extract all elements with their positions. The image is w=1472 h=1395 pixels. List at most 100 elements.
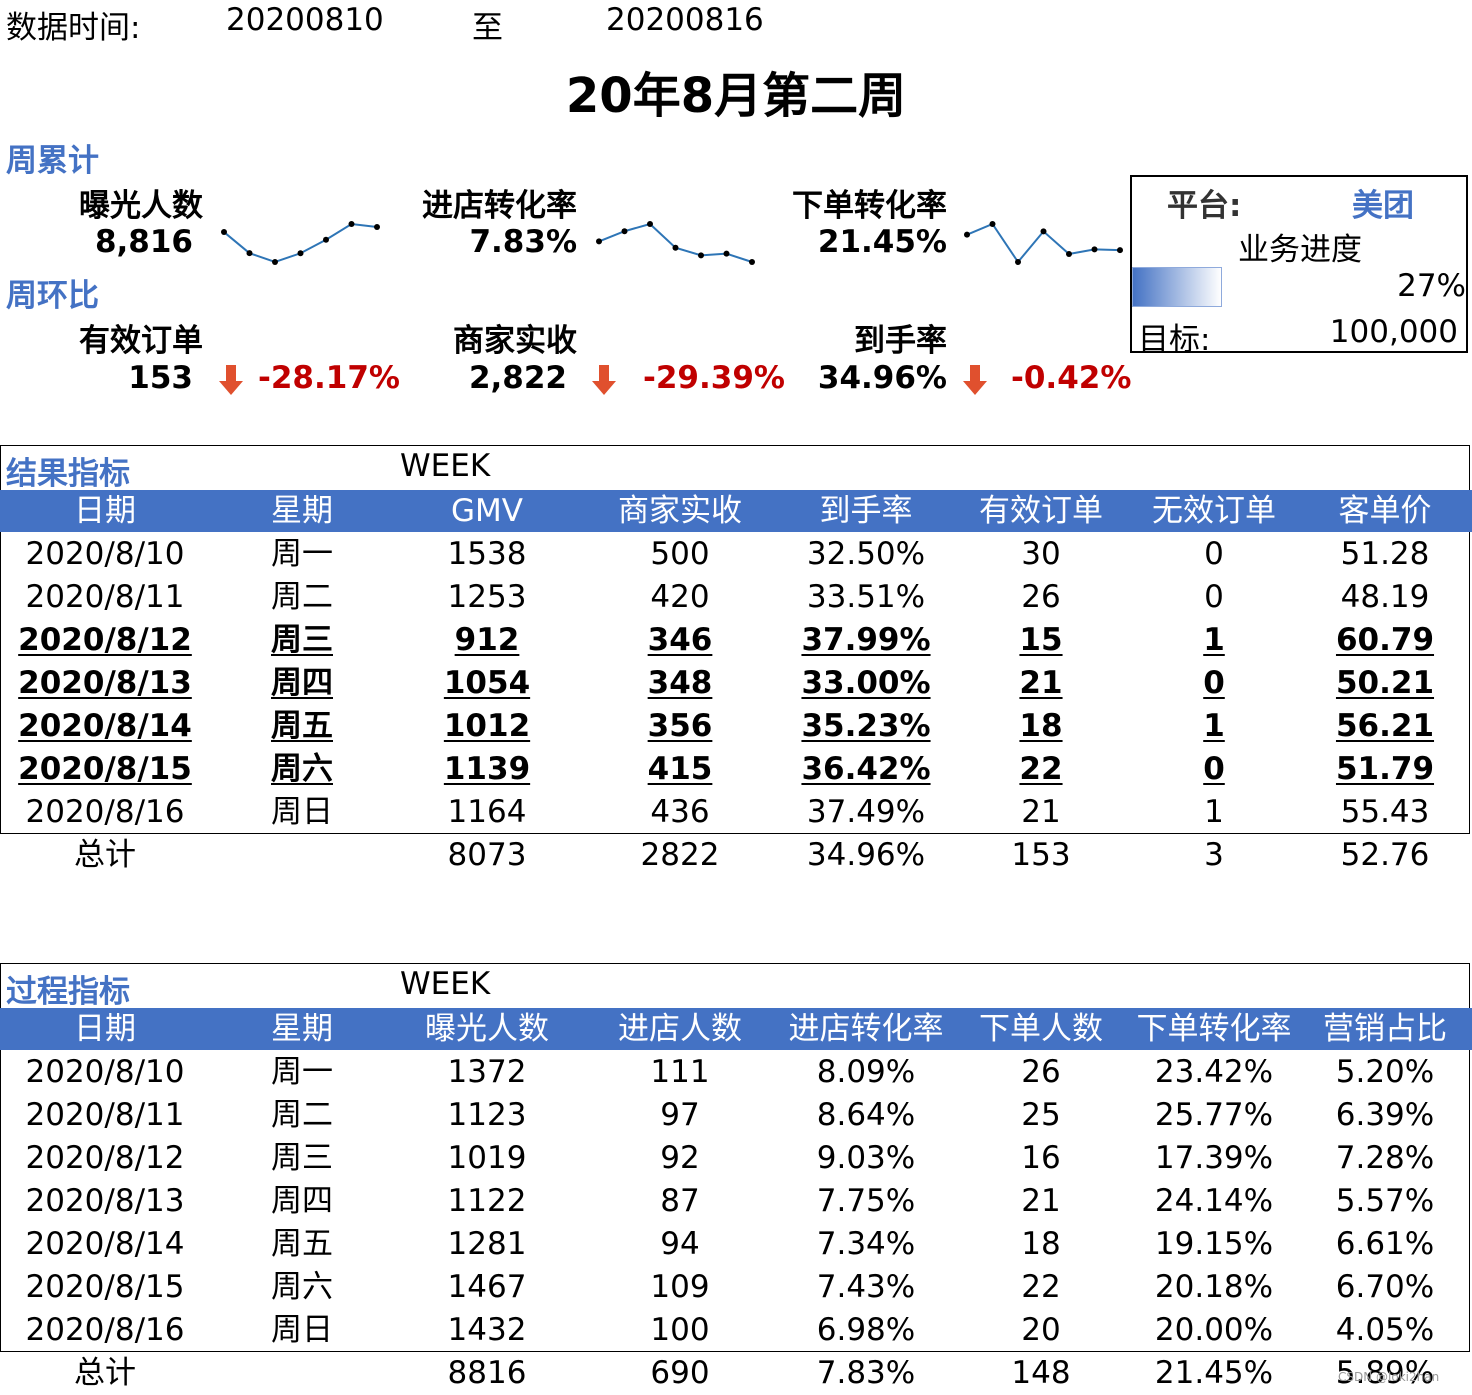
kpi-exposure-sparkline [221,221,380,265]
progress-label: 业务进度 [1238,232,1362,268]
table-cell-text: 4.05% [1335,1312,1435,1348]
table-cell-text: 32.50% [806,536,926,572]
table-cell: 1281 [387,1223,587,1266]
table-cell-text: 周一 [271,1054,333,1090]
table-cell: 60.79 [1285,619,1472,662]
table-cell: 16 [941,1137,1141,1180]
table-cell-text: 6.70% [1335,1269,1435,1305]
table-cell-text: 36.42% [801,751,931,787]
sparkline-point [672,244,679,251]
table-cell-text: 1054 [443,665,531,701]
table-cell: 周一 [202,1051,402,1094]
table-cell-text: 35.23% [801,708,931,744]
target-value: 100,000 [1329,314,1458,350]
table-cell-text: 18 [1021,1226,1061,1262]
table-cell: 56.21 [1285,705,1472,748]
table-cell-text: 21 [1021,794,1061,830]
table-cell-text: 100 [650,1312,710,1348]
table-cell: 8.09% [766,1051,966,1094]
sparkline-point [272,259,278,265]
wow-revenue-change: -29.39% [643,360,785,396]
table-cell-text: 6.61% [1335,1226,1435,1262]
table-cell: 7.34% [766,1223,966,1266]
table-cell: 2020/8/10 [5,533,205,576]
table-cell: 周三 [202,619,402,662]
table-cell-text: 2020/8/16 [25,794,185,830]
weekly-cumulative-label: 周累计 [6,143,99,179]
table-cell: 周六 [202,748,402,791]
table-cell: 周四 [202,662,402,705]
table-cell-text: 1467 [447,1269,527,1305]
table-cell: 1019 [387,1137,587,1180]
table-cell-text: 436 [650,794,710,830]
table-cell: 2020/8/13 [5,662,205,705]
result-table: 结果指标 WEEK 日期 星期 GMV 商家实收 到手率 有效订单 无效订单 客单价 2020… [0,445,1472,875]
column-header: 曝光人数 [425,1011,549,1047]
table-cell-text: 2020/8/11 [25,1097,185,1133]
table-cell: 1253 [387,576,587,619]
sparkline-point [246,250,253,257]
table-cell-text: 500 [650,536,710,572]
table-cell-text: 1123 [447,1097,527,1133]
table-cell: 415 [580,748,780,791]
table-cell-text: 21 [1021,1183,1061,1219]
table-cell: 20.00% [1114,1309,1314,1352]
table-cell: 6.70% [1285,1266,1472,1309]
sparkline-point [297,250,304,257]
table-cell: 37.49% [766,791,966,834]
table-cell: 1123 [387,1094,587,1137]
table-cell-text: 109 [650,1269,710,1305]
table-cell: 5.57% [1285,1180,1472,1223]
table-cell: 92 [580,1137,780,1180]
table-cell-text: 周二 [271,1097,333,1133]
table-cell-text: 2020/8/14 [18,708,192,744]
week-over-week-label: 周环比 [6,278,99,314]
table-cell-text: 0 [1203,665,1225,701]
table-cell: 109 [580,1266,780,1309]
sparkline-point [1066,251,1072,258]
table-cell: 22 [941,1266,1141,1309]
table-cell: 25.77% [1114,1094,1314,1137]
table-cell-text: 7.43% [816,1269,916,1305]
table-cell-text: 周六 [271,1269,333,1305]
table-cell-text: 8.09% [816,1054,916,1090]
process-table: 过程指标 WEEK 日期 星期 曝光人数 进店人数 进店转化率 下单人数 下单转化率 营销占比… [0,963,1472,1395]
total-cell: 2822 [640,837,720,873]
table-cell: 7.43% [766,1266,966,1309]
table-cell-text: 55.43 [1340,794,1430,830]
kpi-exposure-value: 8,816 [94,224,193,260]
table-cell: 2020/8/16 [5,791,205,834]
table-cell: 1 [1114,791,1314,834]
kpi-store-conversion-value: 7.83% [469,224,577,260]
table-cell: 26 [941,1051,1141,1094]
column-header: 客单价 [1338,493,1432,529]
table-cell-text: 97 [660,1097,700,1133]
table-cell: 500 [580,533,780,576]
column-header: 到手率 [819,493,913,529]
total-cell: 5.89% [1335,1355,1435,1391]
table-cell-text: 912 [454,622,520,658]
table-cell-text: 22 [1021,1269,1061,1305]
table-cell-text: 37.49% [806,794,926,830]
wow-orders-label: 有效订单 [79,323,203,359]
wow-revenue-label: 商家实收 [453,323,577,359]
table-cell-text: 2020/8/10 [25,1054,185,1090]
table-cell: 2020/8/15 [5,748,205,791]
watermark: CSDN @loki2han [1338,1370,1440,1384]
table-cell: 32.50% [766,533,966,576]
table-cell-text: 21 [1019,665,1063,701]
table-cell-text: 51.28 [1340,536,1430,572]
table-cell-text: 50.21 [1335,665,1435,701]
table-cell-text: 25 [1021,1097,1061,1133]
result-table-divider [0,833,1470,834]
progress-bar [1132,267,1222,307]
table-cell-text: 5.20% [1335,1054,1435,1090]
total-cell: 8073 [447,837,527,873]
table-cell: 33.00% [766,662,966,705]
table-cell: 1164 [387,791,587,834]
table-cell: 30 [941,533,1141,576]
table-cell-text: 1019 [447,1140,527,1176]
sparkline-point [989,221,996,227]
table-cell: 1122 [387,1180,587,1223]
table-cell: 25 [941,1094,1141,1137]
